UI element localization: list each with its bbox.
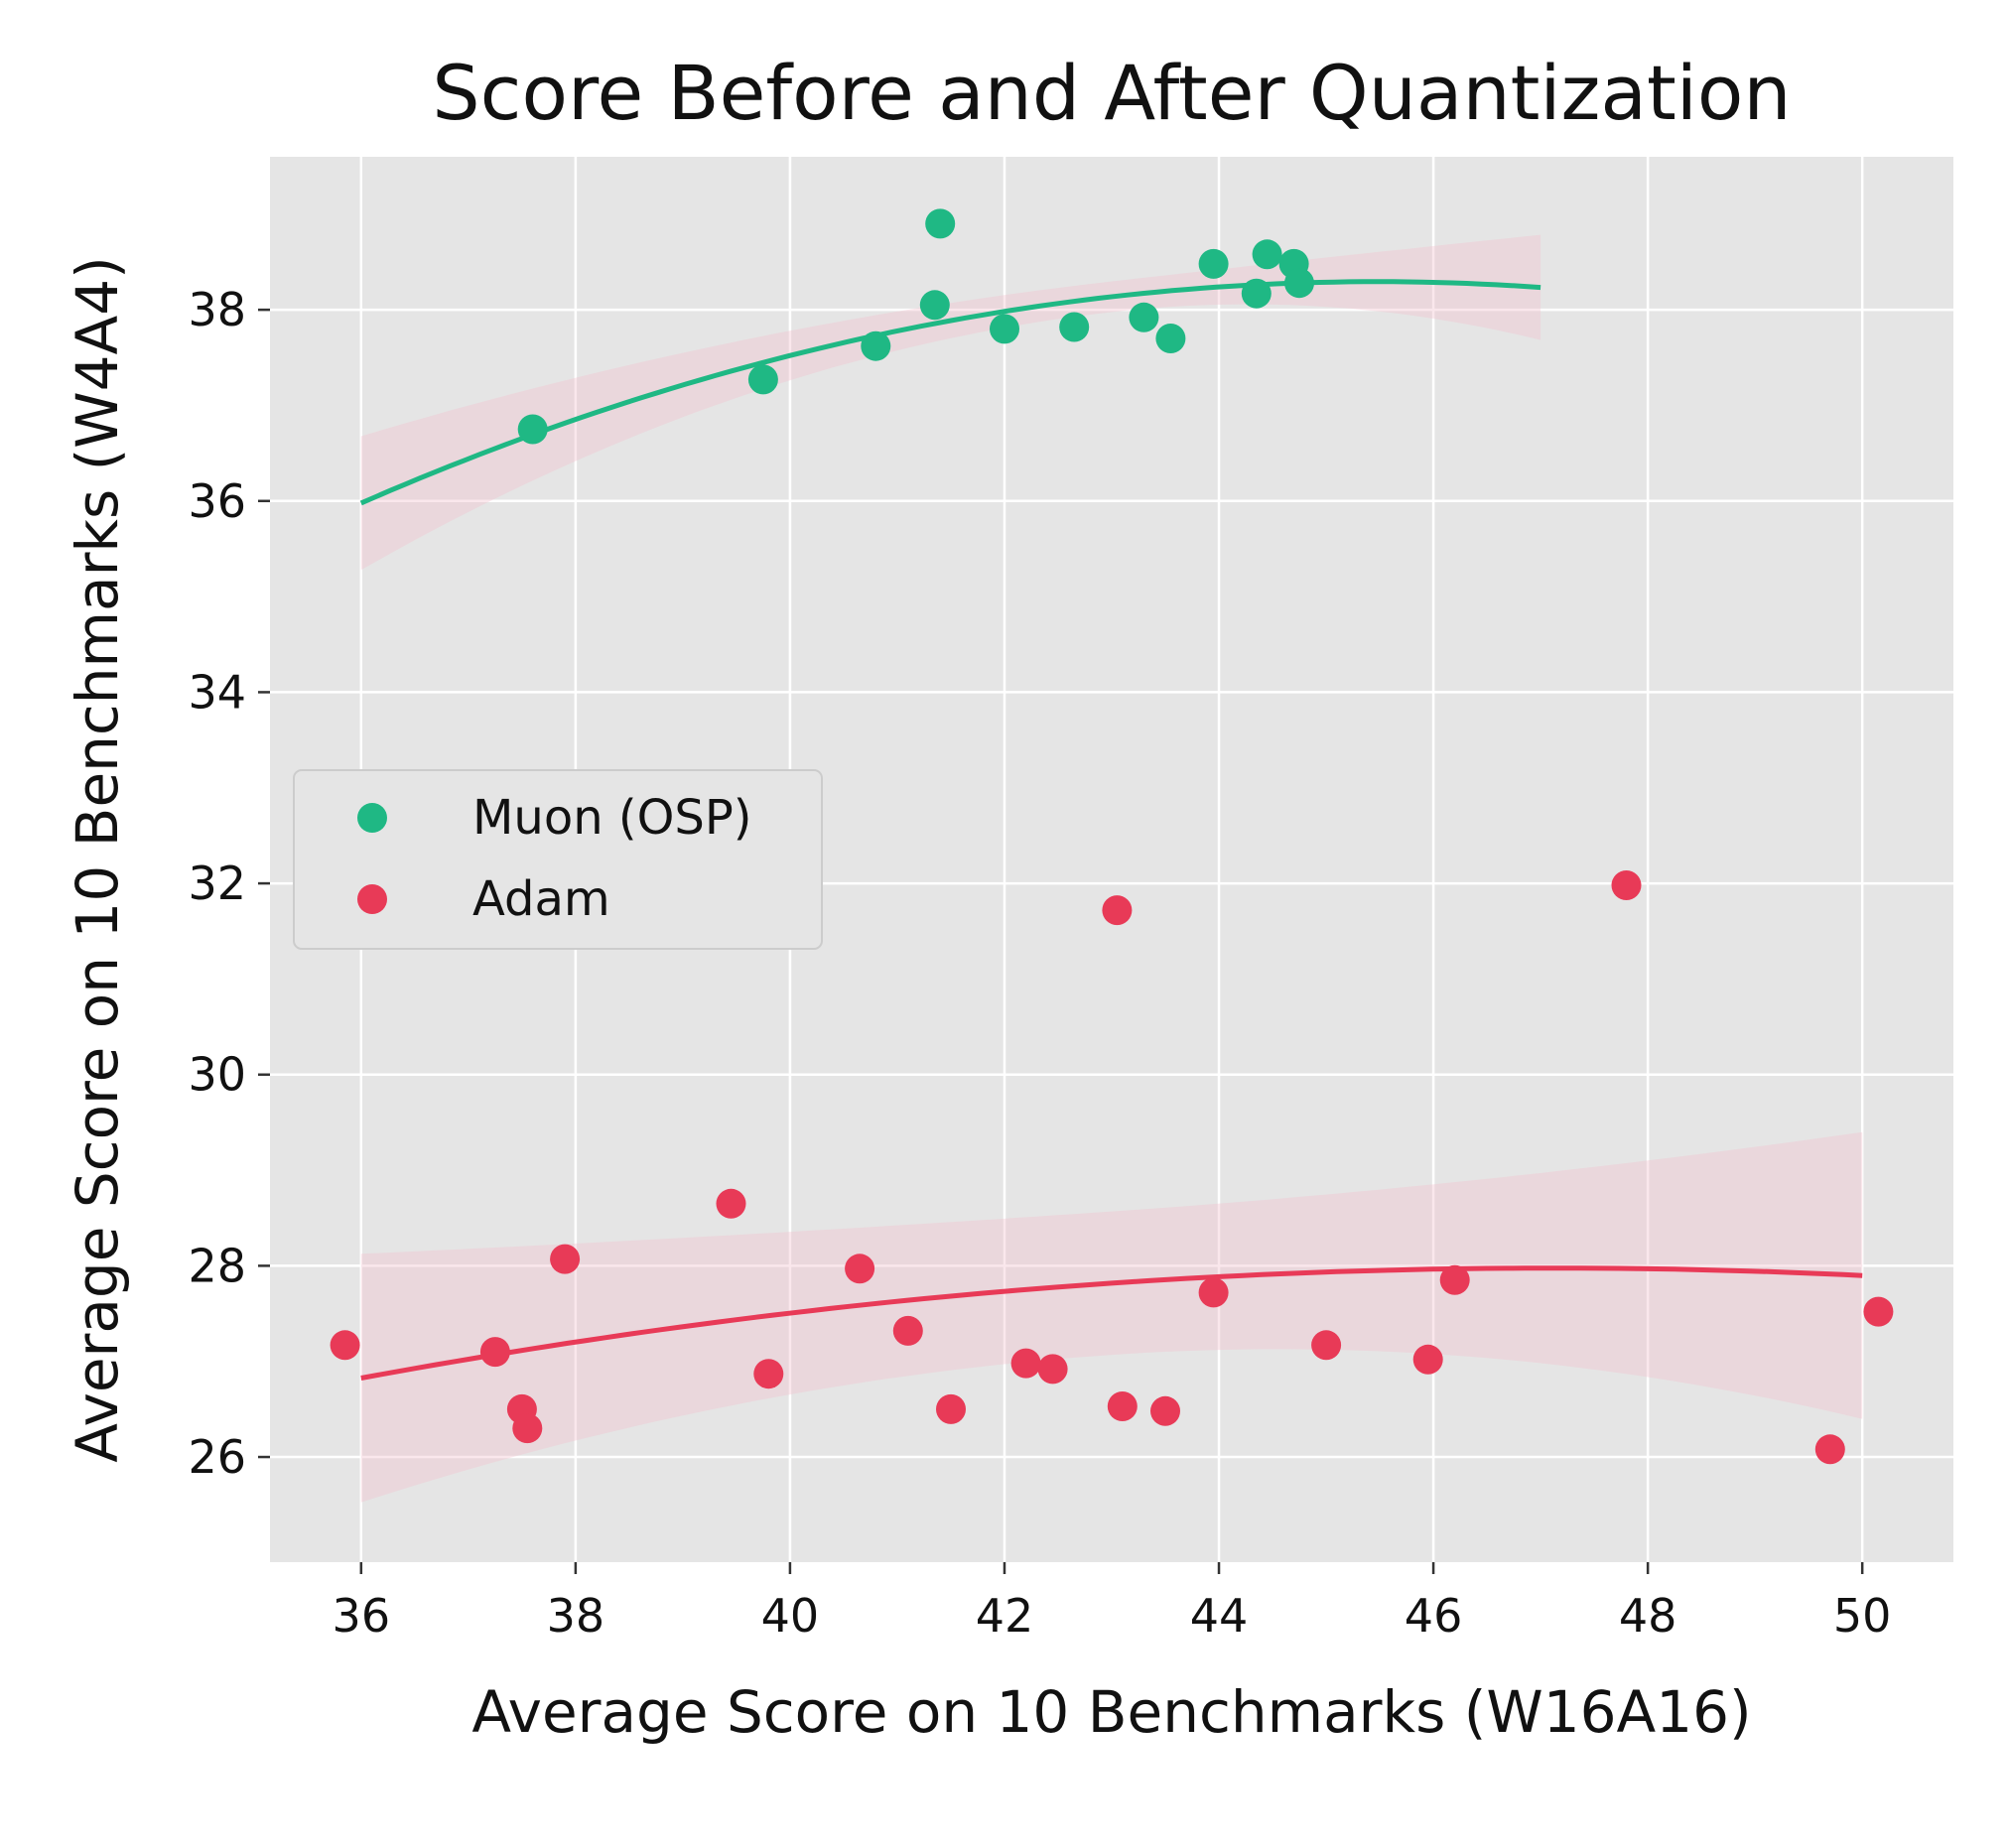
y-axis-label: Average Score on 10 Benchmarks (W4A4) xyxy=(64,256,131,1463)
data-point-adam xyxy=(479,1337,510,1368)
x-tick-label: 46 xyxy=(1405,1589,1463,1643)
y-tick-label: 32 xyxy=(188,857,246,910)
legend-label-adam: Adam xyxy=(472,871,610,927)
data-point-adam xyxy=(1863,1296,1894,1327)
y-tick-label: 30 xyxy=(188,1048,246,1102)
x-axis-ticks: 36 38 40 42 44 46 48 50 xyxy=(333,1562,1892,1643)
data-point-adam xyxy=(1010,1348,1041,1379)
y-tick-label: 38 xyxy=(188,283,246,336)
x-tick-label: 42 xyxy=(976,1589,1034,1643)
x-tick-label: 36 xyxy=(333,1589,391,1643)
x-tick-label: 40 xyxy=(761,1589,820,1643)
data-point-adam xyxy=(936,1393,966,1424)
data-point-adam xyxy=(1439,1264,1470,1295)
data-point-adam xyxy=(1198,1277,1229,1308)
legend-marker-adam xyxy=(357,884,387,914)
legend-label-muon: Muon (OSP) xyxy=(472,790,752,846)
data-point-adam xyxy=(1311,1330,1342,1361)
y-axis-ticks: 26 28 30 32 34 36 38 xyxy=(188,283,270,1484)
x-axis-label: Average Score on 10 Benchmarks (W16A16) xyxy=(471,1678,1751,1746)
data-points xyxy=(330,208,1894,1465)
x-tick-label: 38 xyxy=(547,1589,605,1643)
data-point-muon xyxy=(1059,312,1090,342)
legend: Muon (OSP) Adam xyxy=(293,769,823,950)
legend-marker-muon xyxy=(357,803,387,833)
confidence-band-muon xyxy=(360,234,1541,571)
data-point-adam xyxy=(1412,1344,1443,1375)
data-point-adam xyxy=(1814,1434,1845,1465)
trend-line-adam xyxy=(360,1265,1863,1381)
data-point-muon xyxy=(861,330,891,361)
data-point-adam xyxy=(1107,1391,1138,1421)
x-tick-label: 50 xyxy=(1833,1589,1892,1643)
data-point-adam xyxy=(512,1413,543,1444)
data-point-muon xyxy=(1129,302,1159,332)
data-point-adam xyxy=(845,1254,875,1284)
data-point-muon xyxy=(517,414,548,445)
y-tick-label: 28 xyxy=(188,1239,246,1292)
data-point-adam xyxy=(1150,1395,1180,1426)
data-point-adam xyxy=(1611,870,1642,900)
data-point-muon xyxy=(747,364,778,395)
confidence-bands xyxy=(360,234,1863,1503)
x-tick-label: 44 xyxy=(1190,1589,1249,1643)
data-point-adam xyxy=(716,1188,746,1219)
confidence-band-adam xyxy=(360,1131,1863,1503)
data-point-adam xyxy=(892,1315,923,1346)
data-point-muon xyxy=(990,314,1019,344)
grid-lines xyxy=(270,157,1953,1562)
data-point-muon xyxy=(919,290,950,321)
data-point-muon xyxy=(1198,248,1229,279)
data-point-adam xyxy=(330,1330,360,1361)
chart-title: Score Before and After Quantization xyxy=(432,49,1791,137)
data-point-muon xyxy=(1284,268,1314,299)
data-point-muon xyxy=(1241,278,1272,309)
y-tick-label: 34 xyxy=(188,665,246,719)
data-point-muon xyxy=(1155,324,1186,353)
data-point-adam xyxy=(1037,1354,1068,1385)
trend-line-muon xyxy=(359,279,1541,506)
legend-box xyxy=(293,769,823,950)
data-point-adam xyxy=(550,1244,581,1274)
x-tick-label: 48 xyxy=(1619,1589,1677,1643)
trend-lines xyxy=(359,279,1863,1381)
data-point-adam xyxy=(753,1359,784,1389)
data-point-muon xyxy=(925,208,956,239)
y-tick-label: 26 xyxy=(188,1430,246,1484)
data-point-adam xyxy=(1102,895,1133,926)
data-point-muon xyxy=(1252,239,1282,270)
y-tick-label: 36 xyxy=(188,474,246,528)
